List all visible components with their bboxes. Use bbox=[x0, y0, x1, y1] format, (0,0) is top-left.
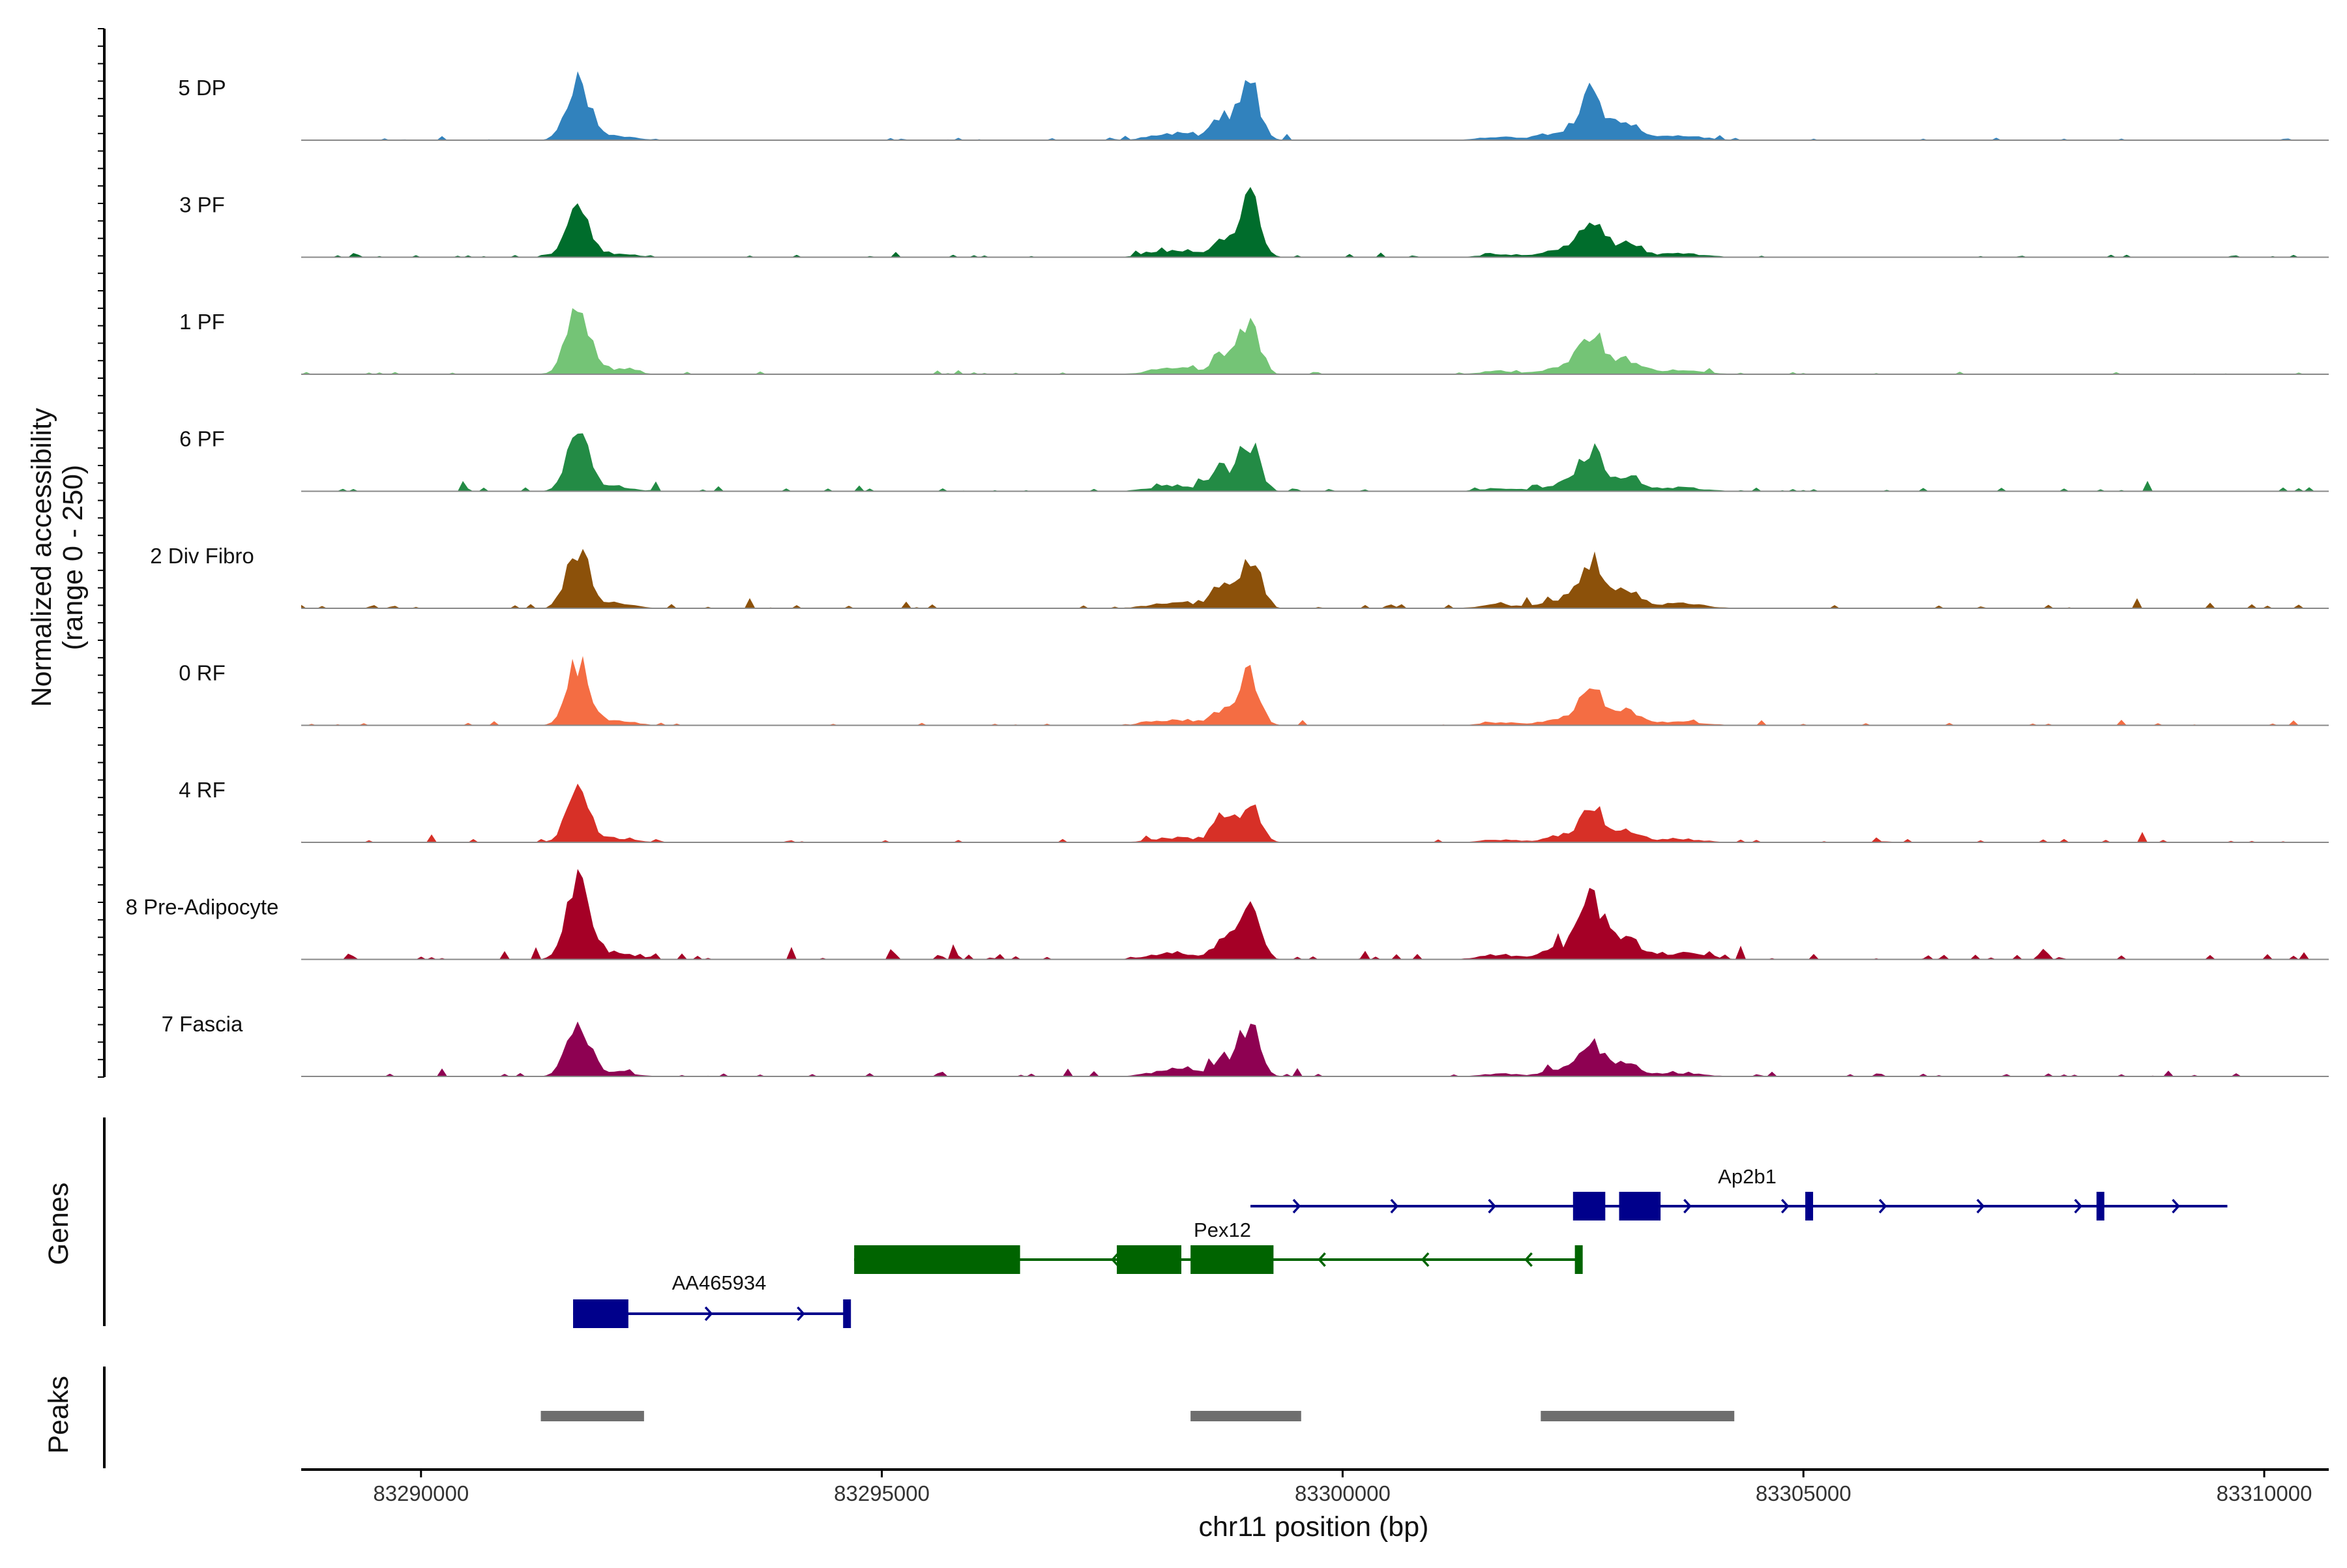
track-label: 6 PF bbox=[179, 427, 225, 451]
gene-exon bbox=[854, 1245, 1020, 1274]
gene-exon bbox=[1619, 1192, 1661, 1220]
strand-arrow bbox=[1780, 1198, 1790, 1214]
coverage-area bbox=[301, 186, 2329, 258]
strand-arrow bbox=[2074, 1198, 2083, 1214]
coverage-area bbox=[301, 433, 2329, 492]
gene-pex12: Pex12 bbox=[854, 1219, 1583, 1274]
track-2: 3 PF bbox=[179, 186, 2329, 258]
y-axis-title-line2: (range 0 - 250) bbox=[57, 465, 89, 650]
strand-arrow bbox=[1976, 1198, 1985, 1214]
track-7: 4 RF bbox=[179, 778, 2329, 843]
y-axis bbox=[98, 28, 106, 1078]
coverage-area bbox=[301, 868, 2329, 960]
gene-exon bbox=[1117, 1245, 1182, 1274]
track-label: 7 Fascia bbox=[162, 1012, 243, 1036]
peak-region bbox=[1190, 1411, 1301, 1421]
strand-arrow bbox=[1292, 1198, 1301, 1214]
track-label: 3 PF bbox=[179, 193, 225, 217]
track-4: 6 PF bbox=[179, 427, 2329, 492]
gene-exon bbox=[1805, 1192, 1814, 1220]
coverage-area bbox=[301, 656, 2329, 726]
track-label: 2 Div Fibro bbox=[150, 544, 254, 568]
x-tick-label: 83310000 bbox=[2217, 1481, 2312, 1505]
strand-arrow bbox=[1318, 1252, 1326, 1267]
peak-region bbox=[1541, 1411, 1735, 1421]
gene-name-label: Pex12 bbox=[1194, 1219, 1251, 1241]
coverage-area bbox=[301, 1021, 2329, 1076]
gene-exon bbox=[573, 1299, 628, 1328]
gene-name-label: AA465934 bbox=[672, 1271, 767, 1294]
gene-aa465934: AA465934 bbox=[573, 1271, 851, 1328]
peaks-track-label: Peaks bbox=[43, 1376, 74, 1454]
track-8: 8 Pre-Adipocyte bbox=[126, 868, 2329, 960]
coverage-area bbox=[301, 308, 2329, 374]
track-9: 7 Fascia bbox=[162, 1012, 2329, 1077]
gene-exon bbox=[1574, 1245, 1583, 1274]
coverage-area bbox=[301, 783, 2329, 842]
gene-exon bbox=[2096, 1192, 2104, 1220]
strand-arrow bbox=[1111, 1252, 1119, 1267]
strand-arrow bbox=[797, 1306, 805, 1322]
gene-ap2b1: Ap2b1 bbox=[1250, 1165, 2228, 1220]
strand-arrow bbox=[1421, 1252, 1430, 1267]
track-label: 0 RF bbox=[179, 661, 226, 685]
gene-track: Ap2b1 Pex12 AA465934 bbox=[103, 1117, 2228, 1328]
track-label: 5 DP bbox=[178, 76, 226, 100]
peak-region bbox=[540, 1411, 644, 1421]
strand-arrow bbox=[1683, 1198, 1692, 1214]
genes-track-label: Genes bbox=[43, 1183, 74, 1265]
coverage-area bbox=[301, 548, 2329, 608]
strand-arrow bbox=[1878, 1198, 1887, 1214]
x-axis-title: chr11 position (bp) bbox=[1199, 1511, 1429, 1543]
gene-exon bbox=[843, 1299, 851, 1328]
strand-arrow bbox=[1524, 1252, 1533, 1267]
gene-exon bbox=[1190, 1245, 1274, 1274]
coverage-tracks: 5 DP 3 PF 1 PF 6 PF 2 Div Fibro 0 RF 4 RF 8 Pre… bbox=[126, 71, 2329, 1077]
x-tick-label: 83305000 bbox=[1756, 1481, 1852, 1505]
y-axis-title-line1: Normalized accessibility bbox=[26, 407, 57, 707]
track-label: 8 Pre-Adipocyte bbox=[126, 895, 279, 919]
track-label: 1 PF bbox=[179, 310, 225, 334]
track-label: 4 RF bbox=[179, 778, 226, 802]
strand-arrow bbox=[1488, 1198, 1497, 1214]
strand-arrow bbox=[2172, 1198, 2180, 1214]
x-axis: 83290000 83295000 83300000 83305000 83310000 bbox=[301, 1468, 2329, 1505]
track-3: 1 PF bbox=[179, 308, 2329, 375]
peaks-track bbox=[103, 1367, 1735, 1468]
track-1: 5 DP bbox=[178, 71, 2329, 141]
gene-exon bbox=[1572, 1192, 1606, 1220]
x-tick-label: 83300000 bbox=[1295, 1481, 1391, 1505]
track-6: 0 RF bbox=[179, 656, 2329, 726]
track-5: 2 Div Fibro bbox=[150, 544, 2329, 609]
strand-arrow bbox=[1390, 1198, 1399, 1214]
x-tick-label: 83290000 bbox=[373, 1481, 469, 1505]
strand-arrow bbox=[704, 1306, 713, 1322]
gene-name-label: Ap2b1 bbox=[1718, 1165, 1777, 1188]
x-tick-label: 83295000 bbox=[834, 1481, 930, 1505]
coverage-area bbox=[301, 71, 2329, 140]
